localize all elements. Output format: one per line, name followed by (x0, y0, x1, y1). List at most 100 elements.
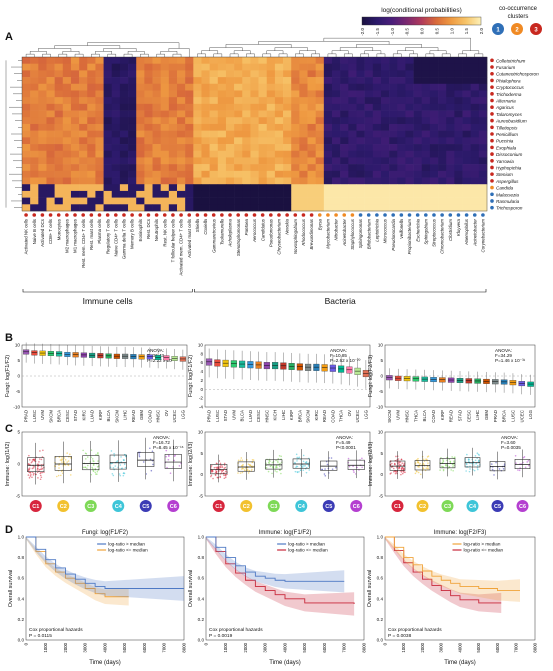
heatmap-cell (283, 70, 292, 78)
panelC-point (237, 472, 239, 474)
panelC-stat: F=3.60 (501, 440, 516, 445)
heatmap-cell (283, 63, 292, 71)
heatmap-cell (397, 83, 406, 91)
heatmap-cell (111, 150, 121, 158)
heatmap-cell (136, 190, 145, 198)
heatmap-cell (95, 77, 104, 85)
heatmap-cell (234, 63, 243, 71)
panelB-category: KIRP (440, 410, 445, 420)
heatmap-cell (364, 77, 374, 85)
heatmap-cell (380, 97, 390, 105)
heatmap-cell (454, 197, 463, 205)
heatmap-cell (111, 144, 121, 152)
panelC-point (113, 455, 116, 457)
heatmap-cell (242, 130, 251, 138)
heatmap-cell (315, 184, 325, 192)
heatmap-cell (389, 63, 398, 71)
dendrogram-branch (392, 53, 402, 57)
heatmap-cell (291, 204, 300, 212)
heatmap-cell (87, 204, 96, 212)
heatmap-cell (201, 90, 210, 98)
panelC-point (210, 475, 212, 478)
heatmap-cell (79, 57, 88, 64)
heatmap-cell (405, 137, 414, 145)
panelB-category: BRCA (502, 410, 507, 422)
panelC-point (396, 466, 398, 469)
panelC-point (138, 455, 141, 458)
heatmap-cell (348, 110, 357, 118)
panelC-y-tick: 0 (17, 462, 20, 467)
heatmap-cell (315, 63, 325, 71)
heatmap-cell (250, 170, 259, 178)
panelC-point (38, 468, 41, 471)
heatmap-cell (291, 97, 300, 105)
panelC-box (414, 460, 431, 471)
heatmap-cell (429, 190, 439, 198)
heatmap-cell (291, 177, 300, 185)
heatmap-cell (356, 123, 365, 131)
heatmap-cell (177, 137, 186, 145)
heatmap-cell (291, 77, 300, 85)
heatmap-cell (22, 70, 31, 78)
heatmap-cell (405, 164, 414, 172)
heatmap-cell (454, 184, 463, 192)
panelC-point (397, 458, 400, 460)
heatmap-cell (438, 177, 447, 185)
heatmap-cell (307, 77, 316, 85)
heatmap-cell (364, 103, 374, 111)
heatmap-cell (177, 164, 186, 172)
heatmap-cell (103, 197, 113, 205)
dendrogram-branch (95, 51, 112, 55)
heatmap-cell (144, 204, 153, 212)
column-cluster-dot (277, 213, 281, 217)
heatmap-cell (95, 144, 104, 152)
heatmap-cell (413, 57, 423, 64)
heatmap-cell (454, 157, 463, 165)
heatmap-cell (79, 70, 88, 78)
heatmap-column-label: Activated NK cells (24, 218, 29, 254)
heatmap-cell (454, 150, 463, 158)
row-cluster-dot (490, 105, 494, 110)
heatmap-cell (478, 164, 488, 172)
heatmap-cell (242, 70, 251, 78)
panelC-box (389, 460, 406, 471)
heatmap-cell (438, 117, 447, 125)
panelC-point (472, 464, 475, 466)
heatmap-cell (144, 190, 153, 198)
heatmap-cell (144, 164, 153, 172)
heatmap-cell (323, 177, 333, 185)
heatmap-cell (405, 190, 414, 198)
heatmap-cell (405, 63, 414, 71)
heatmap-cell (185, 184, 194, 192)
panelB-category: UCEC (519, 410, 524, 422)
heatmap-cell (274, 190, 284, 198)
heatmap-cell (372, 184, 382, 192)
heatmap-column-label: Pseudonocardia (391, 218, 396, 250)
heatmap-cell (128, 110, 137, 118)
panelC-point (398, 466, 401, 469)
panelC-point (267, 461, 270, 464)
heatmap-cell (274, 103, 284, 111)
column-cluster-dot (48, 213, 53, 217)
row-cluster-dot (490, 192, 494, 197)
panelC-point (352, 465, 354, 467)
heatmap-cell (274, 117, 284, 125)
dendrogram-branch (295, 53, 304, 57)
heatmap-cell (348, 164, 357, 172)
heatmap-cell (315, 110, 325, 118)
heatmap-cell (128, 137, 137, 145)
heatmap-cell (62, 117, 72, 125)
panelC-point (244, 467, 247, 469)
panelC-point (453, 464, 455, 467)
panelB-category: CESC (466, 410, 471, 422)
panelC-point (165, 455, 167, 458)
heatmap-cell (128, 204, 137, 212)
heatmap-cell (397, 204, 406, 212)
panelC-point (442, 469, 445, 472)
heatmap-cell (283, 97, 292, 105)
heatmap-cell (160, 110, 170, 118)
heatmap-cell (454, 164, 463, 172)
heatmap-cell (79, 130, 88, 138)
heatmap-cell (364, 70, 374, 78)
cluster-badge (240, 500, 253, 512)
